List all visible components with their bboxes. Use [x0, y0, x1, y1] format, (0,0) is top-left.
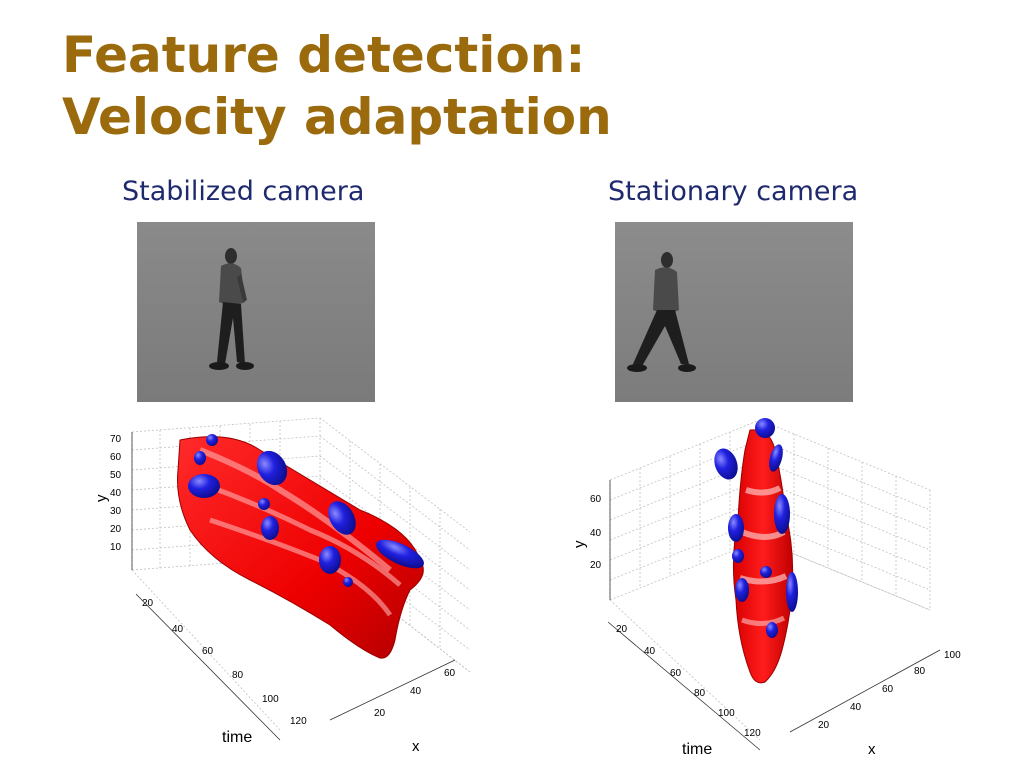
y-tick: 30: [110, 506, 122, 517]
time-tick: 120: [290, 716, 307, 727]
walking-person: [209, 248, 254, 370]
x-tick: 40: [850, 702, 862, 713]
y-tick: 50: [110, 470, 122, 481]
time-tick: 20: [616, 624, 628, 635]
x-tick: 40: [410, 686, 422, 697]
stabilized-camera-3d-plot: 70 60 50 40 30 20 10 20 40 60 80 100 120…: [80, 410, 480, 773]
title-line-1: Feature detection:: [62, 26, 586, 84]
time-tick: 20: [142, 598, 154, 609]
y-tick: 10: [110, 542, 122, 553]
stationary-camera-frame: [615, 222, 853, 402]
time-axis-label: time: [222, 729, 252, 746]
y-tick: 20: [110, 524, 122, 535]
detected-features: [188, 434, 424, 587]
time-tick: 120: [744, 728, 761, 739]
x-tick: 20: [374, 708, 386, 719]
walking-person: [627, 252, 696, 372]
y-axis-label: y: [93, 494, 110, 502]
caption-stationary-camera: Stationary camera: [608, 176, 859, 207]
detected-features: [714, 418, 798, 638]
title-line-2: Velocity adaptation: [62, 88, 612, 146]
time-tick: 40: [172, 624, 184, 635]
x-tick: 60: [444, 668, 456, 679]
time-axis-label: time: [682, 741, 712, 758]
time-tick: 60: [202, 646, 214, 657]
time-tick: 100: [262, 694, 279, 705]
time-tick: 80: [232, 670, 244, 681]
x-tick: 100: [944, 650, 961, 661]
x-tick: 20: [818, 720, 830, 731]
stabilized-camera-frame: [137, 222, 375, 402]
slide-title: Feature detection: Velocity adaptation: [62, 24, 612, 148]
caption-stabilized-camera: Stabilized camera: [122, 176, 365, 207]
time-tick: 40: [644, 646, 656, 657]
time-tick: 80: [694, 688, 706, 699]
x-tick: 80: [914, 666, 926, 677]
x-axis-label: x: [868, 741, 876, 758]
time-tick: 60: [670, 668, 682, 679]
y-tick: 40: [110, 488, 122, 499]
time-tick: 100: [718, 708, 735, 719]
y-tick: 60: [590, 494, 602, 505]
red-space-time-volume: [177, 436, 424, 659]
y-tick: 70: [110, 434, 122, 445]
stationary-camera-3d-plot: 60 40 20 20 40 60 80 100 120 100 80 60 4…: [560, 410, 980, 773]
y-tick: 40: [590, 528, 602, 539]
y-axis-label: y: [571, 540, 588, 548]
y-tick: 60: [110, 452, 122, 463]
y-tick: 20: [590, 560, 602, 571]
x-axis-label: x: [412, 738, 420, 755]
x-tick: 60: [882, 684, 894, 695]
